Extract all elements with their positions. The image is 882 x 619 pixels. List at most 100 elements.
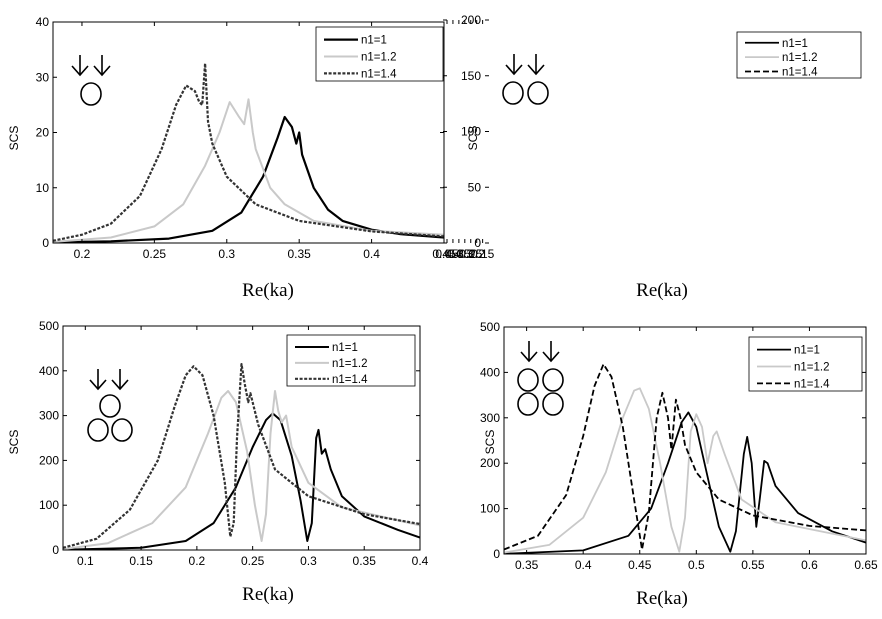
y-tick-label: 100 [480, 502, 500, 516]
y-tick-label: 500 [480, 320, 500, 334]
y-tick-label: 100 [461, 125, 481, 139]
y-tick-label: 400 [480, 365, 500, 379]
x-axis-label: Re(ka) [242, 584, 294, 605]
x-tick-label: 0.45 [435, 247, 459, 261]
series-line-2 [63, 390, 420, 550]
arrow-head-icon [505, 64, 523, 76]
legend-box [748, 336, 863, 392]
series-line-1 [447, 78, 485, 243]
x-tick-label: 0.2 [468, 247, 485, 261]
x-tick-label: 0.4 [412, 554, 429, 568]
arrow-head-icon [89, 379, 107, 391]
cylinder-configuration-icon [87, 369, 133, 442]
y-axis-label: SCS [7, 430, 21, 455]
x-tick-label: 0.35 [447, 247, 471, 261]
legend-label-2: n1=1.2 [794, 362, 830, 374]
y-axis-label: SCS [7, 126, 21, 151]
legend-label-2: n1=1.2 [782, 52, 818, 64]
legend: n1=1 n1=1.2 n1=1.4 [315, 26, 444, 82]
y-tick-label: 300 [39, 409, 59, 423]
cylinder-icon [99, 394, 121, 418]
x-tick-label: 0.45 [432, 247, 456, 261]
y-tick-label: 150 [461, 69, 481, 83]
x-tick-label: 0.3 [456, 247, 473, 261]
chart-panel-2: 0.150.20.250.30.350.40.45 0 50 100 150 200 Re(… [435, 13, 862, 301]
series-line-3 [504, 363, 866, 551]
x-tick-label: 0.2 [189, 554, 206, 568]
x-tick-label: 0.35 [353, 554, 377, 568]
y-tick-label: 20 [36, 126, 50, 140]
x-tick-label: 0.15 [471, 247, 495, 261]
x-axis-label: Re(ka) [636, 588, 688, 609]
arrow-head-icon [542, 351, 560, 363]
cylinder-icon [502, 81, 524, 105]
x-tick-label: 0.3 [218, 247, 235, 261]
cylinder-icon [87, 418, 109, 442]
x-tick-label: 0.25 [459, 247, 483, 261]
x-tick-label: 0.55 [741, 558, 765, 572]
y-tick-label: 10 [36, 181, 50, 195]
legend-label-3: n1=1.4 [794, 378, 830, 390]
cylinder-icon [517, 392, 539, 416]
chart-panel-4: 0.35 0.4 0.45 0.5 0.55 0.6 0.65 0 100 200 300 400 50… [480, 320, 878, 609]
cylinder-icon [80, 82, 102, 106]
cylinder-configuration-icon [517, 341, 564, 416]
legend-label-2: n1=1.2 [361, 52, 397, 64]
series-line-2 [53, 98, 444, 243]
y-tick-label: 0 [474, 236, 481, 250]
axes-frame [503, 326, 867, 555]
series-line-3 [53, 62, 444, 242]
legend: n1=1 n1=1.2 n1=1.4 [736, 31, 862, 79]
y-tick-label: 0 [493, 547, 500, 561]
x-tick-label: 0.3 [300, 554, 317, 568]
x-tick-label: 0.4 [575, 558, 592, 572]
x-tick-label: 0.6 [801, 558, 818, 572]
x-tick-label: 0.45 [628, 558, 652, 572]
legend-label-2: n1=1.2 [332, 358, 368, 370]
cylinder-icon [542, 368, 564, 392]
x-tick-label: 0.1 [77, 554, 94, 568]
y-tick-label: 100 [39, 498, 59, 512]
legend-label-3: n1=1.4 [332, 374, 368, 386]
x-axis-label: Re(ka) [242, 280, 294, 301]
legend-label-1: n1=1 [794, 345, 820, 357]
arrow-head-icon [527, 64, 545, 76]
cylinder-configuration-icon [502, 54, 549, 105]
legend-box [736, 31, 862, 79]
y-tick-label: 30 [36, 70, 50, 84]
legend-box [286, 334, 416, 387]
x-tick-label: 0.4 [445, 247, 462, 261]
series-line-1 [53, 115, 444, 243]
y-tick-label: 300 [480, 411, 500, 425]
y-axis-label: SCS [466, 126, 480, 151]
y-tick-label: 0 [42, 236, 49, 250]
x-tick-label: 0.35 [288, 247, 312, 261]
cylinder-configuration-icon [71, 55, 111, 106]
y-tick-label: 200 [461, 13, 481, 27]
legend-label-3: n1=1.4 [782, 67, 818, 79]
legend-label-3: n1=1.4 [361, 68, 397, 80]
axes-frame [62, 325, 421, 551]
chart-panel-1: 0.2 0.25 0.3 0.35 0.4 0.45 0 10 20 30 40 Re(ka) SCS n… [7, 15, 456, 301]
y-tick-label: 50 [468, 180, 482, 194]
x-tick-label: 0.35 [515, 558, 539, 572]
x-tick-label: 0.25 [143, 247, 167, 261]
y-tick-label: 400 [39, 364, 59, 378]
cylinder-icon [542, 392, 564, 416]
legend-label-1: n1=1 [782, 38, 808, 50]
y-tick-label: 200 [39, 453, 59, 467]
x-axis-label: Re(ka) [636, 280, 688, 301]
y-tick-label: 40 [36, 15, 50, 29]
y-tick-label: 0 [52, 543, 59, 557]
arrow-head-icon [111, 379, 129, 391]
legend-box [315, 26, 444, 82]
x-tick-label: 0.15 [129, 554, 153, 568]
x-tick-label: 0.2 [74, 247, 91, 261]
legend: n1=1 n1=1.2 n1=1.4 [748, 336, 863, 392]
legend-label-1: n1=1 [332, 342, 358, 354]
x-tick-label: 0.5 [688, 558, 705, 572]
x-tick-label: 0.65 [854, 558, 878, 572]
series-line-1 [504, 411, 866, 554]
